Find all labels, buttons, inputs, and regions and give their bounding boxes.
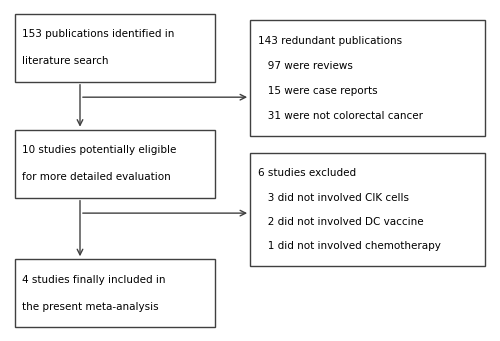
FancyBboxPatch shape [15,130,215,198]
Text: 153 publications identified in: 153 publications identified in [22,29,175,40]
Text: 97 were reviews: 97 were reviews [258,61,352,71]
FancyBboxPatch shape [15,259,215,327]
Text: 2 did not involved DC vaccine: 2 did not involved DC vaccine [258,217,423,227]
FancyBboxPatch shape [250,153,485,266]
Text: 10 studies potentially eligible: 10 studies potentially eligible [22,145,177,155]
FancyBboxPatch shape [250,20,485,136]
Text: 15 were case reports: 15 were case reports [258,86,377,96]
Text: 143 redundant publications: 143 redundant publications [258,35,402,46]
FancyBboxPatch shape [15,14,215,82]
Text: 1 did not involved chemotherapy: 1 did not involved chemotherapy [258,241,440,251]
Text: 4 studies finally included in: 4 studies finally included in [22,275,166,285]
Text: the present meta-analysis: the present meta-analysis [22,301,159,312]
Text: literature search: literature search [22,56,109,66]
Text: for more detailed evaluation: for more detailed evaluation [22,172,171,182]
Text: 31 were not colorectal cancer: 31 were not colorectal cancer [258,111,422,121]
Text: 6 studies excluded: 6 studies excluded [258,168,356,178]
Text: 3 did not involved CIK cells: 3 did not involved CIK cells [258,193,408,203]
